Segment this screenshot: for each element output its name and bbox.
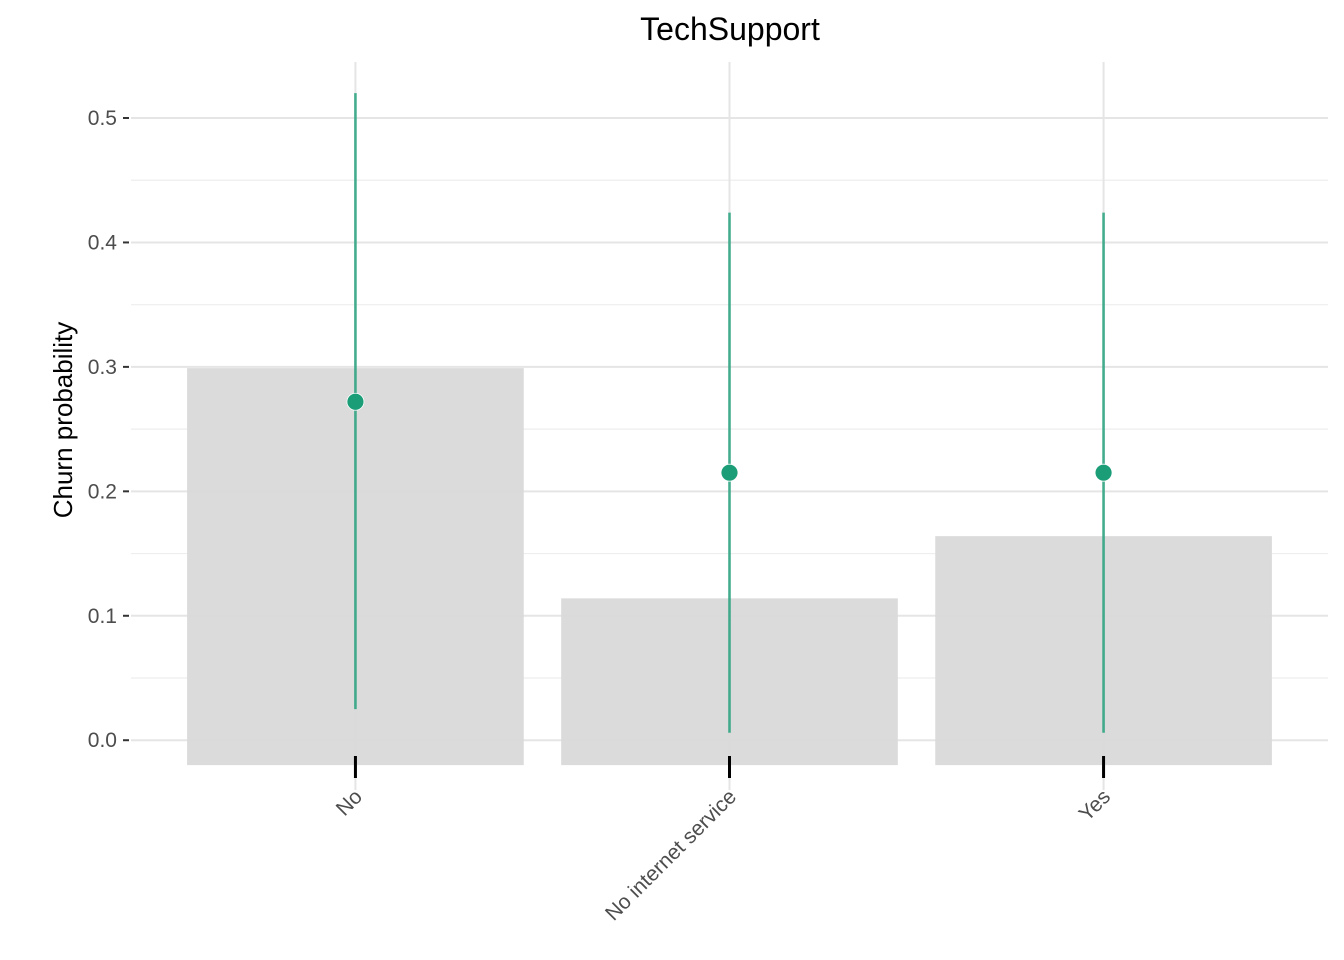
- chart-title: TechSupport: [640, 11, 820, 47]
- y-tick-label: 0.1: [88, 605, 117, 628]
- x-tick-label: Yes: [1075, 785, 1115, 825]
- y-tick-label: 0.0: [88, 729, 117, 752]
- y-tick-label: 0.2: [88, 480, 117, 503]
- y-tick-label: 0.3: [88, 356, 117, 379]
- x-tick-label: No: [332, 785, 367, 820]
- y-tick-label: 0.5: [88, 107, 117, 130]
- data-point: [1094, 463, 1113, 482]
- y-axis-label: Churn probability: [48, 322, 78, 519]
- y-tick-label: 0.4: [88, 231, 118, 254]
- data-point: [346, 392, 365, 411]
- error-bars: [346, 93, 1113, 733]
- data-point: [720, 463, 739, 482]
- x-tick-label: No internet service: [601, 785, 741, 925]
